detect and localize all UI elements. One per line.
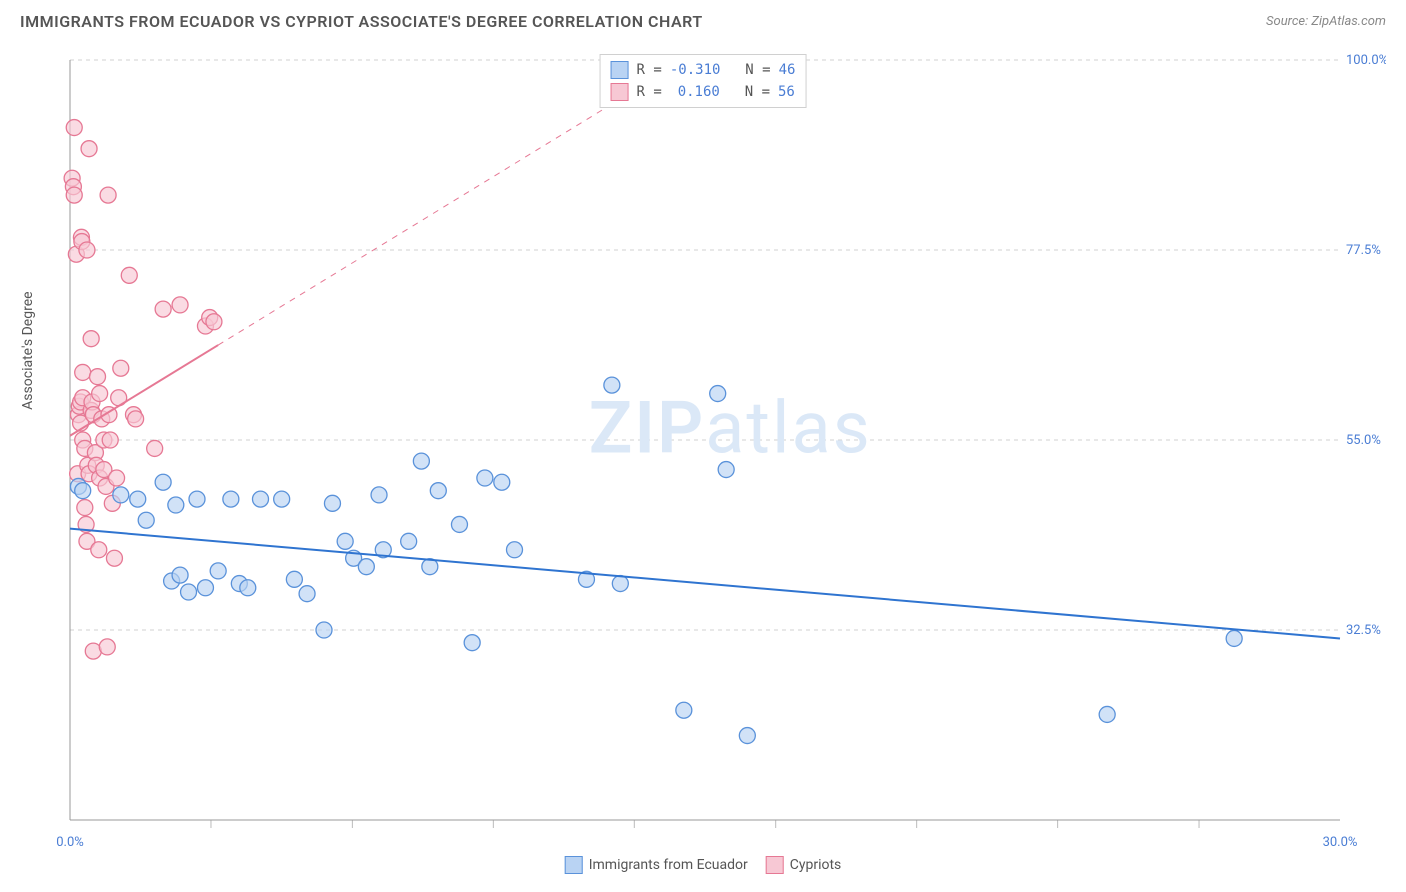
legend-label: Cypriots <box>790 857 842 873</box>
ecuador-point <box>130 491 146 507</box>
legend-swatch <box>565 856 583 874</box>
ecuador-point <box>316 622 332 638</box>
chart-container: Associate's Degree 32.5% 55.0% 77.5% 100.0%… <box>20 50 1386 872</box>
ecuador-point <box>358 559 374 575</box>
ecuador-point <box>113 487 129 503</box>
cypriot-point <box>81 141 97 157</box>
series-legend: Immigrants from Ecuador Cypriots <box>565 856 842 874</box>
ecuador-point <box>138 512 154 528</box>
x-tick-label: 0.0% <box>56 835 84 850</box>
ecuador-point <box>210 563 226 579</box>
cypriot-point <box>66 187 82 203</box>
y-tick-label: 32.5% <box>1346 623 1381 638</box>
ecuador-point <box>189 491 205 507</box>
ecuador-point <box>172 567 188 583</box>
ecuador-point <box>676 702 692 718</box>
x-tick-label: 30.0% <box>1323 835 1358 850</box>
ecuador-point <box>1226 630 1242 646</box>
ecuador-point <box>710 386 726 402</box>
r-value: -0.310 <box>670 62 721 78</box>
ecuador-point <box>253 491 269 507</box>
ecuador-point <box>337 533 353 549</box>
ecuador-point <box>477 470 493 486</box>
cypriot-point <box>102 432 118 448</box>
ecuador-point <box>612 576 628 592</box>
legend-swatch <box>766 856 784 874</box>
source-label: Source: ZipAtlas.com <box>1266 14 1386 29</box>
ecuador-point <box>274 491 290 507</box>
ecuador-point <box>464 635 480 651</box>
y-tick-label: 77.5% <box>1346 243 1381 258</box>
y-tick-label: 100.0% <box>1346 53 1386 68</box>
ecuador-point <box>430 483 446 499</box>
cypriot-point <box>206 314 222 330</box>
cypriot-point <box>91 542 107 558</box>
cypriot-point <box>128 411 144 427</box>
n-value: 56 <box>778 84 795 100</box>
cypriot-point <box>75 364 91 380</box>
ecuador-point <box>604 377 620 393</box>
cypriot-point <box>100 187 116 203</box>
cypriot-point <box>99 639 115 655</box>
ecuador-point <box>1099 706 1115 722</box>
ecuador-point <box>371 487 387 503</box>
y-axis-label: Associate's Degree <box>20 291 36 409</box>
legend-swatch <box>611 61 629 79</box>
ecuador-point <box>168 497 184 513</box>
bottom-legend-ecuador: Immigrants from Ecuador <box>565 856 748 874</box>
ecuador-point <box>181 584 197 600</box>
n-label: N = <box>728 84 770 100</box>
r-label: R = <box>637 62 662 78</box>
ecuador-point <box>324 495 340 511</box>
cypriot-point <box>66 120 82 136</box>
n-value: 46 <box>779 62 796 78</box>
cypriot-point <box>113 360 129 376</box>
ecuador-point <box>286 571 302 587</box>
cypriot-point <box>83 331 99 347</box>
r-label: R = <box>637 84 662 100</box>
ecuador-point <box>75 483 91 499</box>
ecuador-point <box>507 542 523 558</box>
ecuador-point <box>223 491 239 507</box>
ecuador-point <box>494 474 510 490</box>
cypriot-point <box>106 550 122 566</box>
cypriot-point <box>121 267 137 283</box>
ecuador-point <box>718 462 734 478</box>
bottom-legend-cypriot: Cypriots <box>766 856 842 874</box>
cypriot-point <box>79 242 95 258</box>
r-value: 0.160 <box>670 84 720 100</box>
ecuador-point <box>240 580 256 596</box>
ecuador-point <box>451 516 467 532</box>
cypriot-point <box>155 301 171 317</box>
correlation-legend: R = -0.310 N = 46 R = 0.160 N = 56 <box>600 54 807 108</box>
ecuador-point <box>197 580 213 596</box>
y-tick-label: 55.0% <box>1346 433 1381 448</box>
ecuador-point <box>739 728 755 744</box>
cypriot-point <box>172 297 188 313</box>
cypriot-point <box>147 440 163 456</box>
ecuador-point <box>155 474 171 490</box>
chart-title: IMMIGRANTS FROM ECUADOR VS CYPRIOT ASSOC… <box>20 12 703 31</box>
cypriot-point <box>90 369 106 385</box>
ecuador-point <box>299 586 315 602</box>
scatter-chart: 32.5% 55.0% 77.5% 100.0% 0.0% 30.0% <box>20 50 1386 870</box>
n-label: N = <box>728 62 770 78</box>
cypriot-point <box>92 386 108 402</box>
legend-row-ecuador: R = -0.310 N = 46 <box>611 59 796 81</box>
cypriot-point <box>77 500 93 516</box>
legend-row-cypriot: R = 0.160 N = 56 <box>611 81 796 103</box>
legend-label: Immigrants from Ecuador <box>589 857 748 873</box>
legend-swatch <box>611 83 629 101</box>
ecuador-point <box>413 453 429 469</box>
ecuador-point <box>401 533 417 549</box>
cypriot-point <box>109 470 125 486</box>
